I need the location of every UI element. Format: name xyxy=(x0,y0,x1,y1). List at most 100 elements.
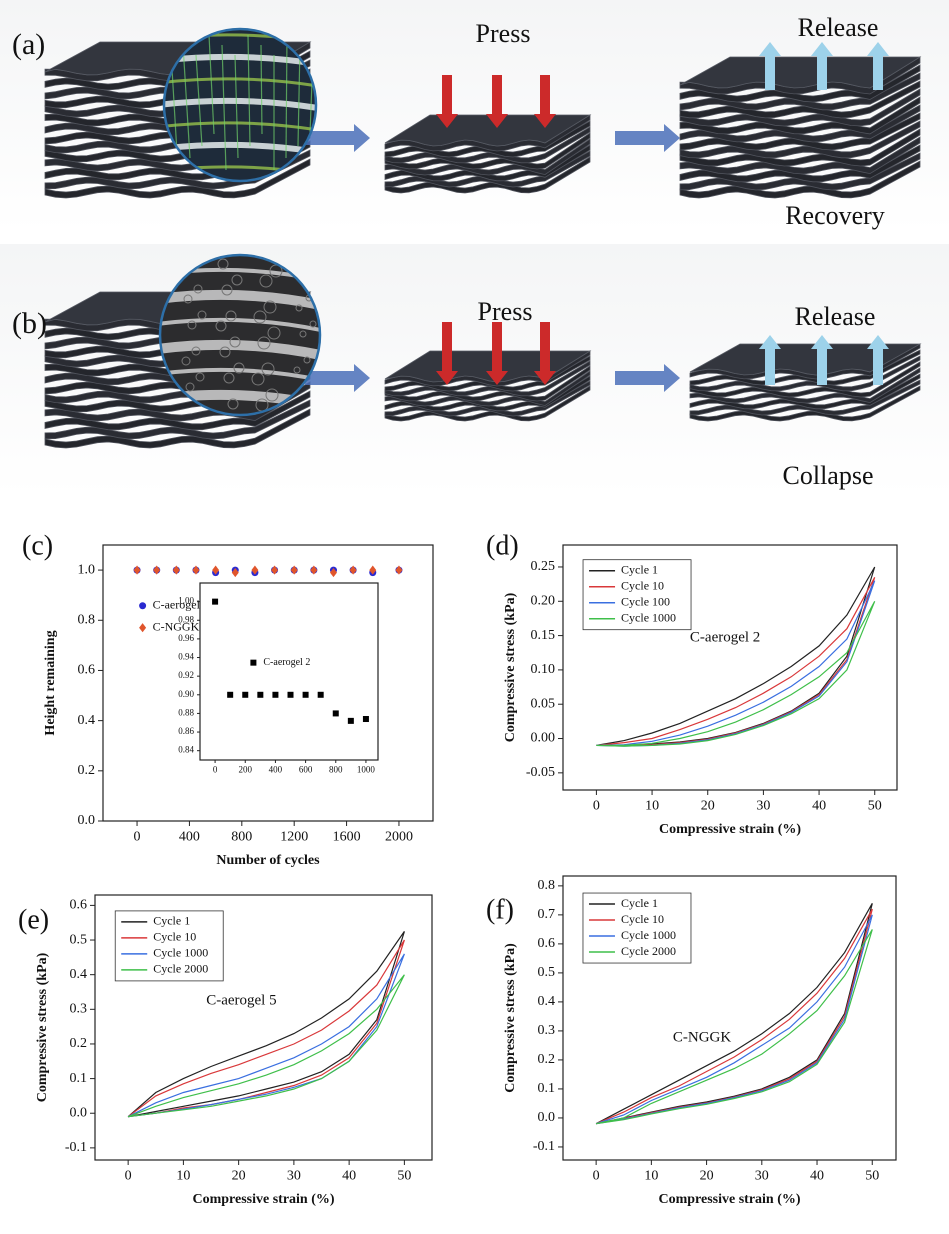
result-label: Collapse xyxy=(783,461,874,490)
sheet-layer xyxy=(679,128,921,167)
x-tick-label: 40 xyxy=(810,1168,824,1183)
sheet-layer xyxy=(679,104,921,143)
pore xyxy=(257,336,271,350)
x-tick-label: 0 xyxy=(593,798,600,813)
series-line xyxy=(595,914,873,1125)
point xyxy=(133,565,141,575)
y-axis-title: Height remaining xyxy=(43,630,58,735)
pore xyxy=(259,274,273,288)
x-axis-title: Compressive strain (%) xyxy=(658,1192,800,1207)
sheet-layer xyxy=(679,136,921,175)
magnifier xyxy=(160,255,320,415)
sheet-layer xyxy=(679,88,921,127)
legend-marker xyxy=(139,602,147,610)
annotation: C-aerogel 5 xyxy=(206,992,276,1008)
y-tick-label: 0.86 xyxy=(178,726,194,736)
point xyxy=(347,717,354,724)
magnifier-rim xyxy=(162,27,318,183)
sheet-layer xyxy=(44,390,311,431)
pore xyxy=(187,320,197,330)
series-line xyxy=(596,577,876,746)
y-tick-label: 0.6 xyxy=(70,898,88,913)
series-line xyxy=(596,601,876,747)
legend-label: Cycle 1 xyxy=(621,562,658,576)
point xyxy=(317,691,324,698)
force-arrow xyxy=(759,42,781,90)
illustrations xyxy=(44,27,922,449)
series-line xyxy=(595,929,873,1125)
y-axis-title: Compressive stress (kPa) xyxy=(503,943,518,1093)
series-line xyxy=(127,953,405,1118)
sheet-top xyxy=(689,343,922,376)
x-tick-label: 50 xyxy=(868,798,882,813)
fiber xyxy=(221,44,227,171)
y-tick-label: 0.0 xyxy=(538,1110,556,1125)
y-tick-label: 0.10 xyxy=(531,662,556,677)
release-label: Release xyxy=(798,13,879,42)
x-tick-label: 1200 xyxy=(280,829,308,844)
point xyxy=(332,710,339,717)
pore xyxy=(267,326,281,340)
y-tick-label: 0.2 xyxy=(538,1052,556,1067)
legend-label: Cycle 1000 xyxy=(621,610,676,624)
pore xyxy=(265,388,279,402)
sheet-top xyxy=(679,56,922,89)
press-label: Press xyxy=(476,19,531,48)
y-tick-label: 0.90 xyxy=(178,689,194,699)
legend-label: C-aerogel 5 xyxy=(153,597,209,611)
x-tick-label: 10 xyxy=(176,1168,190,1183)
chart: 0 10 20 30 40 50 -0.1 0.0 0.1 0.2 0.3 0.4 0.5 0.6 0.7 0… xyxy=(486,875,897,1207)
point xyxy=(242,691,249,698)
y-tick-label: 0.6 xyxy=(78,663,96,678)
pore xyxy=(233,362,245,374)
pore xyxy=(195,372,205,382)
series-line xyxy=(127,974,405,1118)
sheet-layer xyxy=(384,365,591,402)
x-tick-label: 0 xyxy=(125,1168,132,1183)
series-line xyxy=(127,931,405,1118)
point xyxy=(287,691,294,698)
y-axis-title: Compressive stress (kPa) xyxy=(503,592,518,742)
point xyxy=(395,565,403,575)
force-arrow xyxy=(867,42,889,90)
y-tick-label: 0.5 xyxy=(70,932,88,947)
y-axis-title: Compressive stress (kPa) xyxy=(35,952,50,1102)
y-tick-label: 0.2 xyxy=(70,1036,88,1051)
fiber xyxy=(260,44,263,135)
legend-label: Cycle 10 xyxy=(621,912,664,926)
y-tick-label: 0.88 xyxy=(178,707,194,717)
sheet-band xyxy=(164,121,316,134)
x-tick-label: 40 xyxy=(812,798,826,813)
sheet-band xyxy=(164,97,316,113)
y-tick-label: 0.20 xyxy=(531,593,556,608)
force-arrow xyxy=(486,322,508,385)
legend-label: Cycle 100 xyxy=(621,594,670,608)
x-axis-title: Compressive strain (%) xyxy=(659,822,801,837)
x-tick-label: 50 xyxy=(865,1168,879,1183)
x-tick-label: 1600 xyxy=(333,829,361,844)
point xyxy=(369,565,377,575)
y-tick-label: 0.7 xyxy=(538,907,556,922)
fiber xyxy=(247,34,251,147)
point xyxy=(227,691,234,698)
point xyxy=(329,568,337,578)
y-tick-label: 0.1 xyxy=(538,1081,556,1096)
pore xyxy=(303,356,311,364)
legend-label: Cycle 1 xyxy=(621,896,658,910)
y-tick-label: 0.8 xyxy=(538,878,556,893)
x-tick-label: 400 xyxy=(269,764,283,774)
y-tick-label: 1.00 xyxy=(178,596,194,606)
y-tick-label: 0.8 xyxy=(78,612,96,627)
result-label: Recovery xyxy=(785,201,885,230)
x-tick-label: 200 xyxy=(239,764,253,774)
pore xyxy=(223,372,235,384)
panel-label: (b) xyxy=(12,307,47,340)
pore xyxy=(219,346,231,358)
pore xyxy=(191,346,201,356)
point xyxy=(349,565,357,575)
y-tick-label: 0.1 xyxy=(70,1071,88,1086)
y-tick-label: 0.92 xyxy=(178,670,194,680)
point xyxy=(231,568,239,578)
force-arrow xyxy=(534,322,556,385)
x-tick-label: 0 xyxy=(593,1168,600,1183)
